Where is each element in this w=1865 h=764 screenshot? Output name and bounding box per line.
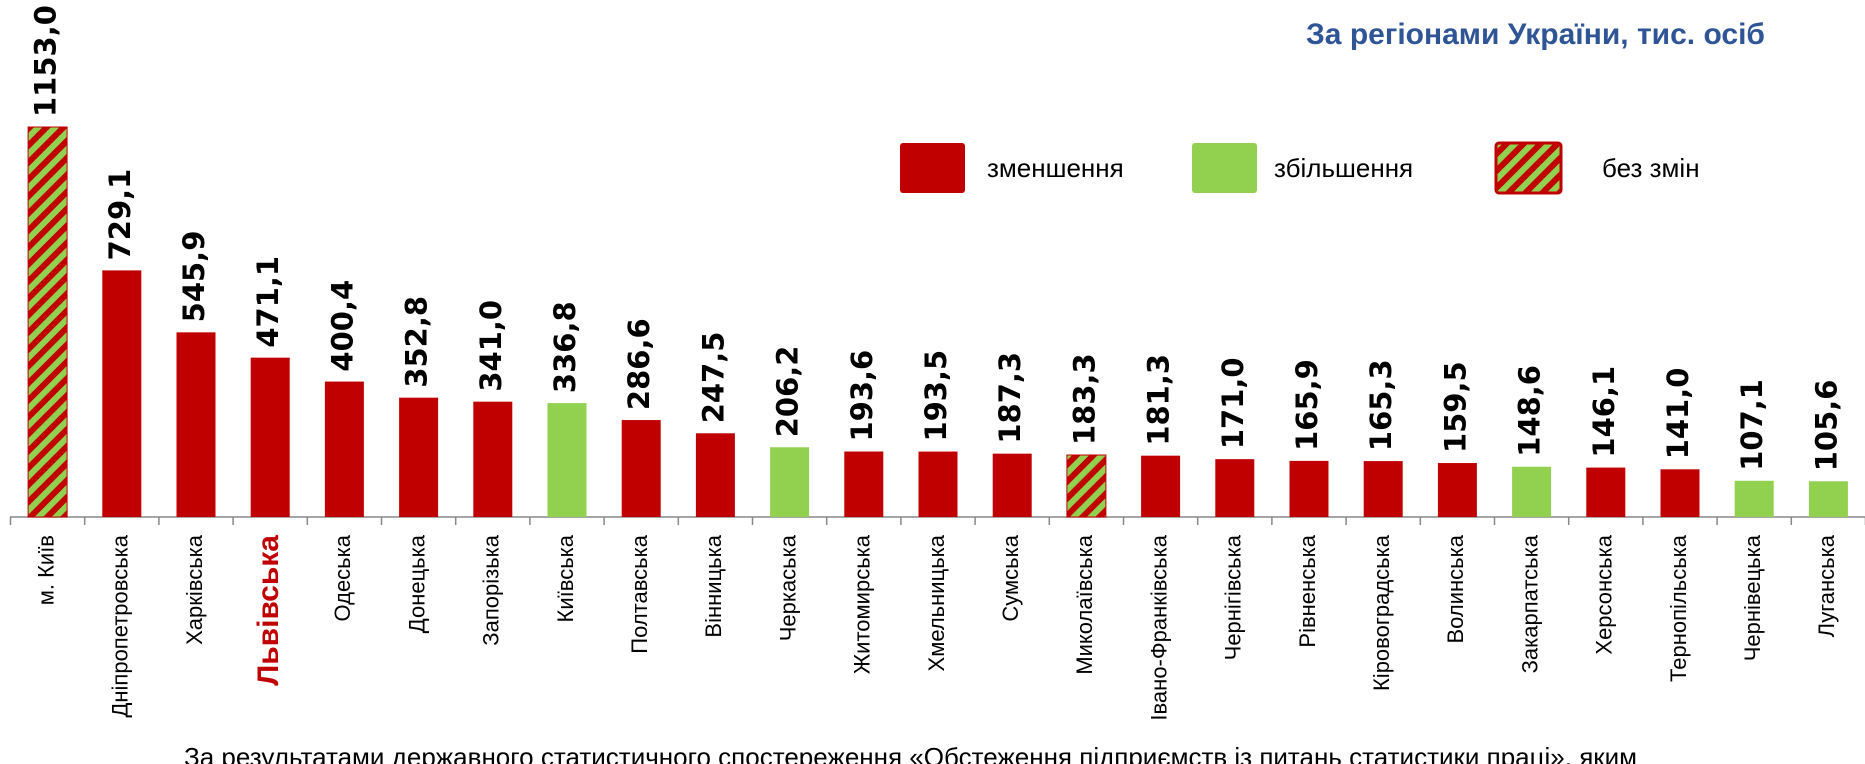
x-tick-label: Рівненська (1295, 534, 1320, 647)
x-tick-label: Луганська (1814, 534, 1839, 637)
chart-title: За регіонами України, тис. осіб (1306, 18, 1765, 51)
bar (992, 453, 1032, 517)
bar (176, 332, 216, 517)
value-label: 141,0 (1661, 368, 1695, 460)
x-tick-label: Кіровоградська (1369, 534, 1394, 691)
value-label: 1153,0 (29, 5, 63, 117)
bar (27, 126, 68, 518)
x-tick-label: Львівська (252, 535, 285, 686)
bar (324, 381, 364, 517)
bar (1289, 460, 1329, 517)
value-label: 165,9 (1290, 359, 1324, 451)
x-tick-label: м. Київ (33, 535, 58, 605)
bar (399, 397, 439, 517)
legend-label: збільшення (1274, 153, 1413, 183)
bar (844, 451, 884, 517)
bar (1066, 454, 1107, 518)
bar (770, 447, 810, 517)
value-label: 193,5 (919, 350, 953, 442)
value-label: 171,0 (1216, 357, 1250, 449)
bar (1141, 455, 1181, 517)
x-tick-label: Житомирська (850, 534, 875, 674)
x-tick-label: Чернігівська (1221, 534, 1246, 660)
legend-swatch (900, 143, 965, 193)
value-label: 181,3 (1142, 354, 1176, 446)
x-tick-label: Одеська (330, 534, 355, 621)
value-label: 247,5 (696, 332, 730, 424)
x-tick-label: Черкаська (775, 534, 800, 641)
bar (102, 270, 142, 517)
legend-swatch (1494, 141, 1563, 195)
x-tick-label: Харківська (182, 534, 207, 645)
bar (1215, 459, 1255, 517)
value-label: 352,8 (400, 296, 434, 388)
x-tick-label: Івано-Франківська (1146, 534, 1171, 720)
value-label: 148,6 (1513, 365, 1547, 457)
value-label: 729,1 (103, 169, 137, 261)
x-tick-label: Тернопільська (1666, 534, 1691, 682)
value-label: 187,3 (993, 352, 1027, 444)
value-label: 159,5 (1438, 361, 1472, 453)
legend-swatch (1192, 143, 1257, 193)
bar (1437, 463, 1477, 517)
x-tick-label: Київська (553, 534, 578, 622)
value-label: 165,3 (1364, 359, 1398, 451)
x-tick-label: Дніпропетровська (108, 534, 133, 717)
x-tick-label: Херсонська (1592, 534, 1617, 654)
value-label: 146,1 (1587, 366, 1621, 458)
bar (1808, 481, 1848, 517)
bar (1512, 466, 1552, 517)
value-label: 400,4 (325, 280, 359, 372)
bar (621, 420, 661, 517)
value-label: 286,6 (622, 318, 656, 410)
x-tick-label: Чернівецька (1740, 534, 1765, 661)
bar (250, 357, 290, 517)
x-tick-label: Хмельницька (924, 534, 949, 671)
x-tick-label: Сумська (998, 534, 1023, 621)
note: За результатами державного статистичного… (184, 742, 1637, 764)
x-tick-label: Волинська (1443, 534, 1468, 643)
value-label: 107,1 (1735, 379, 1769, 471)
bar (1586, 467, 1626, 517)
bar (1660, 469, 1700, 517)
value-label: 471,1 (251, 256, 285, 348)
value-label: 341,0 (474, 300, 508, 392)
legend-label: зменшення (987, 153, 1124, 183)
value-label: 336,8 (548, 301, 582, 393)
x-tick-label: Донецька (404, 534, 429, 633)
bar (1363, 461, 1403, 517)
x-tick-label: Миколаївська (1072, 534, 1097, 674)
value-label: 105,6 (1809, 380, 1843, 472)
bar (695, 433, 735, 517)
value-label: 545,9 (177, 231, 211, 323)
x-tick-label: Вінницька (701, 534, 726, 637)
x-tick-label: Запорізька (479, 534, 504, 645)
bar (918, 451, 958, 517)
legend-label: без змін (1602, 153, 1700, 183)
x-tick-label: Закарпатська (1517, 534, 1542, 673)
bar (473, 401, 513, 517)
x-tick-label: Полтавська (627, 534, 652, 653)
value-label: 193,6 (845, 350, 879, 442)
bar (1734, 480, 1774, 517)
bar (547, 403, 587, 517)
value-label: 183,3 (1067, 353, 1101, 445)
value-label: 206,2 (771, 346, 805, 438)
